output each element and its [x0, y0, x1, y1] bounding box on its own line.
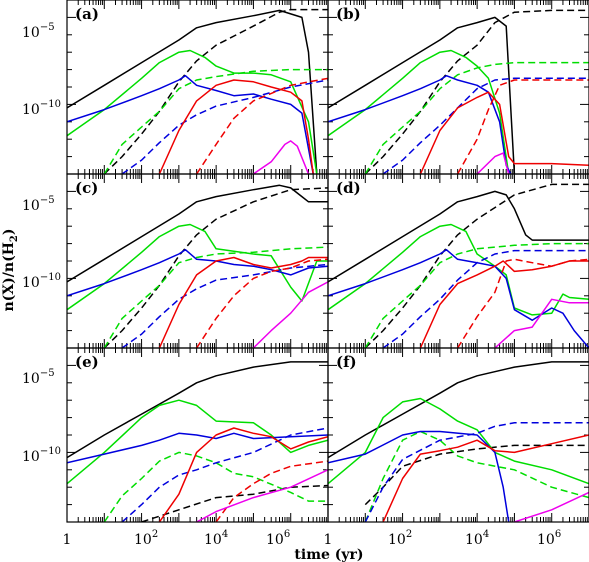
series-blue-solid [67, 74, 314, 174]
series-magenta-solid [494, 298, 589, 348]
series-red-dashed [215, 460, 328, 522]
x-tick-label: 102 [388, 529, 412, 548]
x-tick-label: 104 [465, 529, 489, 548]
series-magenta-solid [252, 140, 310, 174]
series-red-solid [158, 427, 328, 522]
series-blue-solid [67, 248, 328, 297]
series-red-solid [419, 260, 589, 348]
panel-label: (e) [75, 353, 99, 371]
panel-frame [327, 0, 589, 175]
series-black-solid [328, 361, 589, 459]
panel-b: (b) [327, 0, 589, 175]
y-axis-title: n(X)/n(H2) [1, 228, 20, 311]
axis-ticks [66, 0, 328, 175]
y-tick-label: 10−5 [22, 368, 55, 387]
panel-label: (c) [75, 179, 98, 197]
series-group [328, 183, 589, 348]
series-black-solid [328, 190, 589, 283]
panel-e: (e) [66, 347, 329, 523]
y-tick-label: 10−10 [22, 99, 61, 118]
axis-ticks [66, 347, 328, 523]
series-blue-dashed [364, 422, 589, 522]
series-green-dashed [364, 242, 589, 348]
panel-frame [66, 173, 329, 349]
series-magenta-solid [252, 281, 328, 348]
series-black-dashed [103, 8, 328, 174]
series-group [67, 8, 328, 174]
series-green-solid [67, 399, 328, 485]
x-tick-label: 106 [266, 529, 290, 548]
series-black-solid [67, 361, 328, 459]
series-red-dashed [195, 258, 328, 348]
series-green-solid [328, 223, 589, 316]
x-tick-labels: 1 102 104 106 1 102 104 106 [63, 529, 562, 548]
series-blue-solid [328, 430, 510, 522]
series-group [67, 361, 328, 522]
series-black-dashed [103, 187, 328, 348]
y-tick-label: 10−5 [22, 195, 55, 214]
series-red-solid [158, 79, 314, 174]
panels-group: (a) (b) (c) (d) (e) (f) [66, 0, 589, 523]
series-blue-dashed [382, 249, 589, 348]
panel-a: (a) [66, 0, 329, 175]
y-tick-label: 10−10 [22, 446, 61, 465]
series-green-solid [67, 49, 318, 174]
panel-label: (b) [336, 5, 361, 23]
series-red-solid [382, 434, 589, 522]
series-black-dashed [364, 444, 589, 506]
series-green-dashed [103, 246, 328, 348]
axis-ticks [327, 347, 589, 523]
series-green-dashed [103, 68, 328, 174]
series-black-solid [328, 16, 516, 174]
axis-ticks [327, 0, 589, 175]
series-red-solid [419, 91, 589, 174]
x-tick-label: 1 [324, 532, 333, 548]
series-black-dashed [141, 484, 328, 522]
y-tick-label: 10−10 [22, 272, 61, 291]
series-group [328, 361, 589, 522]
x-tick-label: 1 [63, 532, 72, 548]
series-group [328, 9, 589, 174]
series-black-dashed [364, 183, 589, 348]
series-black-solid [67, 184, 328, 283]
panel-label: (a) [75, 5, 99, 23]
series-blue-solid [328, 74, 512, 174]
series-blue-solid [67, 432, 328, 464]
axis-ticks [66, 173, 328, 349]
panel-c: (c) [66, 173, 329, 349]
series-black-dashed [364, 9, 589, 174]
series-green-dashed [364, 61, 589, 174]
panel-d: (d) [327, 173, 589, 349]
series-green-solid [67, 223, 328, 311]
x-tick-label: 102 [134, 529, 158, 548]
y-tick-label: 10−5 [22, 22, 55, 41]
panel-f: (f) [327, 347, 589, 523]
series-green-solid [328, 49, 510, 174]
x-axis-title: time (yr) [294, 547, 363, 562]
series-magenta-solid [476, 152, 510, 174]
series-green-dashed [364, 430, 589, 522]
panel-frame [327, 173, 589, 349]
panel-label: (d) [336, 179, 361, 197]
x-tick-label: 106 [537, 529, 561, 548]
series-red-solid [158, 256, 328, 348]
series-red-dashed [456, 79, 589, 174]
x-tick-label: 104 [204, 529, 228, 548]
series-magenta-solid [196, 469, 328, 522]
series-magenta-solid [514, 491, 589, 522]
panel-frame [327, 347, 589, 523]
series-blue-solid [328, 248, 589, 348]
series-red-dashed [456, 258, 589, 348]
y-tick-labels-left: 10−5 10−10 10−5 10−10 10−5 10−10 [22, 22, 61, 465]
series-green-solid [328, 397, 589, 485]
series-black-solid [67, 9, 318, 174]
series-green-dashed [103, 451, 328, 522]
axis-ticks [327, 173, 589, 349]
series-blue-dashed [121, 79, 328, 174]
series-red-dashed [195, 77, 328, 174]
series-group [67, 184, 328, 348]
panel-label: (f) [336, 353, 357, 371]
